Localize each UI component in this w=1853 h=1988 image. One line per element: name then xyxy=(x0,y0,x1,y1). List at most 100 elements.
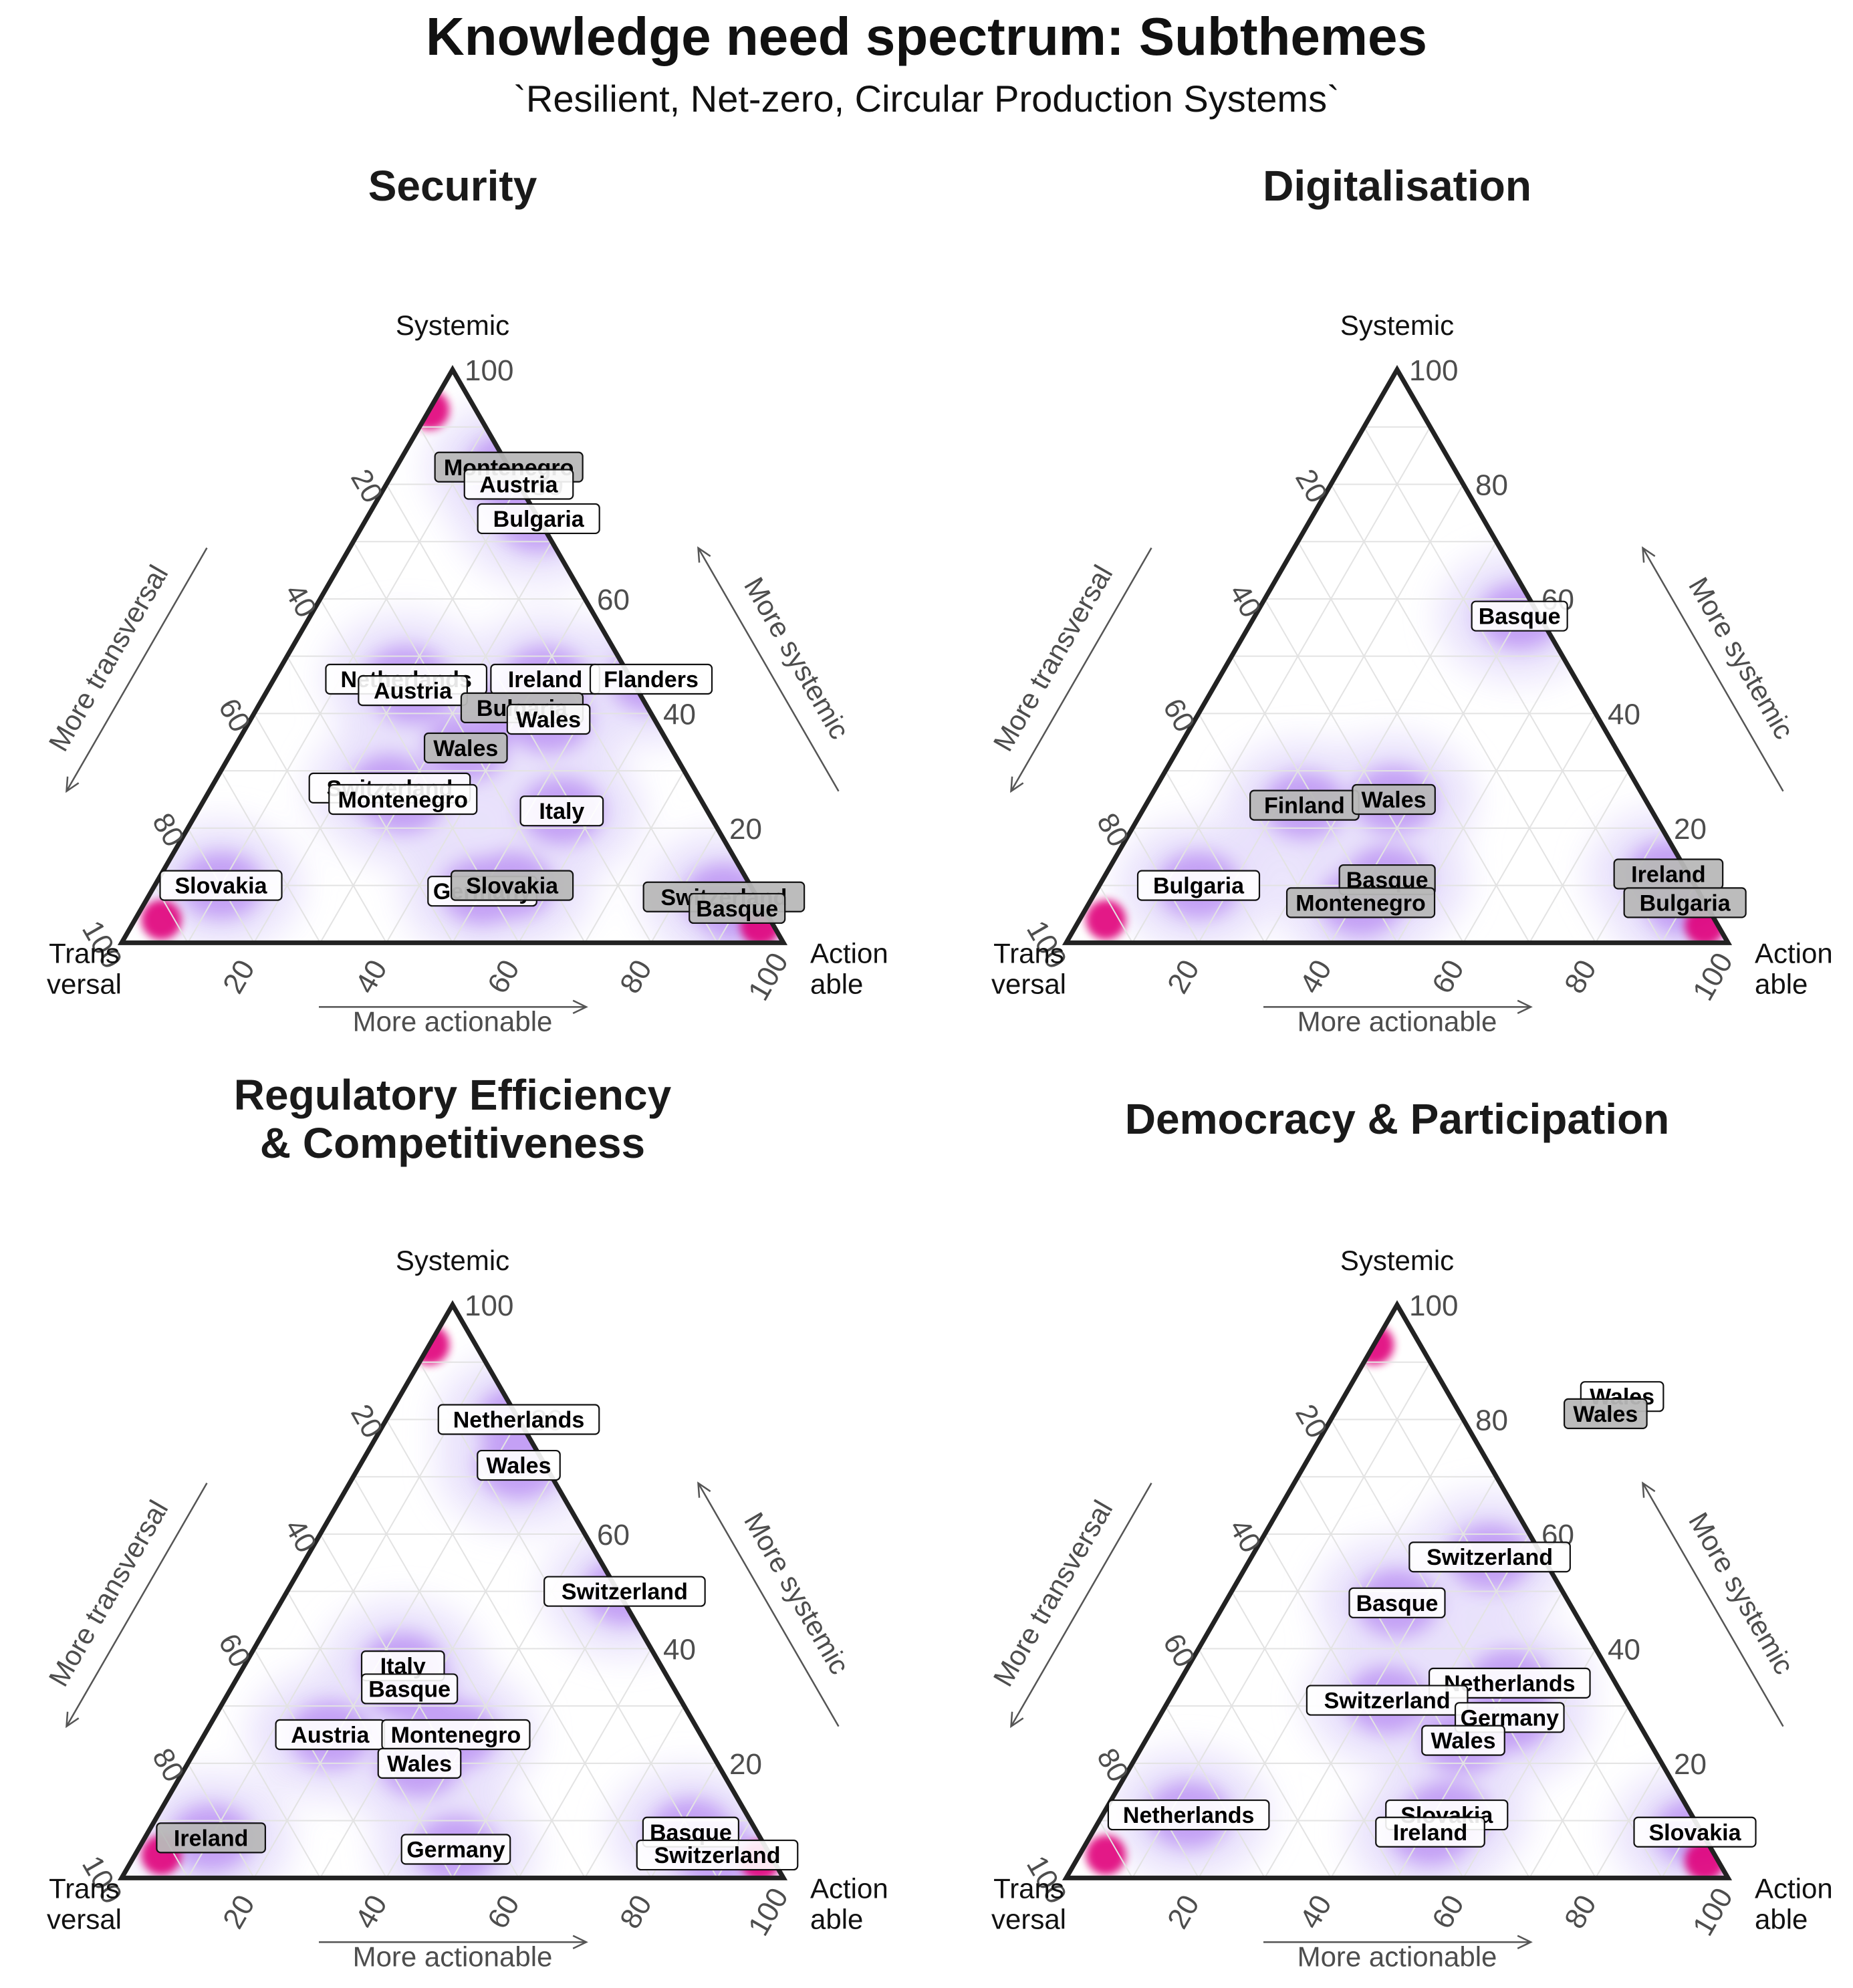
tick-bottom: 80 xyxy=(1558,955,1603,999)
grid-line xyxy=(1164,1705,1265,1878)
arrow-label-actionable: More actionable xyxy=(1298,1941,1497,1972)
grid-line xyxy=(253,713,387,943)
density-hotspot xyxy=(1086,1835,1126,1876)
point-label-wales: Wales xyxy=(377,1747,462,1779)
tick-bottom: 80 xyxy=(1558,1890,1603,1935)
point-label-box xyxy=(543,1576,706,1607)
grid-line xyxy=(187,1763,255,1878)
point-label-box xyxy=(361,1673,459,1705)
point-label-text: Ireland xyxy=(174,1826,248,1851)
vertex-label-top: Systemic xyxy=(1340,1245,1454,1276)
vertex-label-left: Trans xyxy=(993,937,1064,969)
density-hotspot xyxy=(141,900,182,941)
tick-left: 60 xyxy=(212,1628,257,1673)
point-label-basque: Basque xyxy=(689,892,786,924)
arrow-transversal xyxy=(66,547,208,792)
point-labels: MontenegroAustriaBulgariaNetherlandsAust… xyxy=(159,451,806,924)
arrow-actionable-head xyxy=(572,1935,588,1950)
grid-line xyxy=(1098,1820,1133,1878)
arrow-label-transversal: More transversal xyxy=(987,560,1118,756)
point-label-text: Austria xyxy=(374,678,453,704)
point-label-ireland: Ireland xyxy=(490,663,600,695)
tick-left: 60 xyxy=(212,693,257,738)
point-label-netherlands: Netherlands xyxy=(1107,1799,1270,1831)
arrow-actionable-head xyxy=(1517,1935,1533,1950)
point-label-germany: Germany xyxy=(400,1834,511,1865)
point-label-slovakia: Slovakia xyxy=(159,870,283,901)
ternary-panel-4: Democracy & Participation 20 20 20 40 40 40 60 6… xyxy=(987,1095,1832,1972)
grid-line xyxy=(1363,1362,1662,1878)
panel-title: Regulatory Efficiency xyxy=(234,1071,672,1119)
tick-bottom: 80 xyxy=(614,1890,658,1935)
grid-line xyxy=(320,1533,519,1878)
grid-line xyxy=(1164,770,1265,943)
tick-left: 20 xyxy=(1289,1399,1334,1444)
point-label-text: Wales xyxy=(387,1751,452,1777)
axis-arrows xyxy=(1010,546,1784,1015)
point-label-text: Wales xyxy=(1431,1729,1495,1754)
point-label-text: Austria xyxy=(291,1723,370,1748)
point-label-basque: Basque xyxy=(361,1673,459,1705)
vertex-label-left: versal xyxy=(991,968,1066,999)
panel-title: & Competitiveness xyxy=(260,1119,645,1167)
grid-line xyxy=(352,1476,586,1878)
arrow-actionable-head xyxy=(1517,999,1533,1015)
arrow-systemic xyxy=(1642,547,1784,792)
vertex-label-left: Trans xyxy=(49,1872,120,1904)
tick-right: 60 xyxy=(597,1519,630,1551)
point-label-ireland: Ireland xyxy=(156,1822,266,1854)
tick-right: 60 xyxy=(597,584,630,616)
point-label-text: Basque xyxy=(696,896,778,922)
grid-line xyxy=(584,770,685,943)
point-label-austria: Austria xyxy=(275,1719,386,1751)
tick-right: 20 xyxy=(729,1748,762,1781)
arrow-systemic-head xyxy=(1642,546,1656,563)
tick-left: 40 xyxy=(1223,1513,1267,1558)
tick-left: 40 xyxy=(1223,578,1267,623)
vertex-label-right: Action xyxy=(810,1872,888,1904)
point-label-text: Ireland xyxy=(1631,862,1705,887)
point-label-box xyxy=(1375,1816,1485,1848)
arrow-systemic xyxy=(697,547,840,792)
point-label-box xyxy=(506,703,591,735)
arrow-label-transversal: More transversal xyxy=(987,1495,1118,1691)
tick-bottom: 40 xyxy=(349,1890,394,1935)
tick-bottom: 40 xyxy=(1293,1890,1338,1935)
point-label-box xyxy=(477,503,600,535)
figure-title: Knowledge need spectrum: Subthemes xyxy=(426,7,1427,66)
point-label-text: Netherlands xyxy=(453,1407,585,1433)
point-label-box xyxy=(1633,1816,1757,1848)
arrow-systemic xyxy=(697,1483,840,1727)
vertex-label-right: Action xyxy=(1755,1872,1833,1904)
point-label-box xyxy=(477,1449,561,1481)
grid-line xyxy=(1330,483,1596,943)
tick-left: 40 xyxy=(278,1513,323,1558)
figure-subtitle: `Resilient, Net-zero, Circular Productio… xyxy=(513,78,1339,120)
point-label-basque: Basque xyxy=(1471,600,1568,632)
grid-line xyxy=(1132,1362,1431,1878)
point-label-text: Netherlands xyxy=(1123,1803,1255,1828)
point-label-austria: Austria xyxy=(358,675,468,707)
grid-line xyxy=(1198,1648,1332,1878)
point-label-finland: Finland xyxy=(1249,789,1360,821)
grid-line xyxy=(1330,1418,1596,1878)
point-label-text: Austria xyxy=(479,472,558,497)
panel-title: Democracy & Participation xyxy=(1125,1095,1670,1143)
vertex-label-right: Action xyxy=(810,937,888,969)
point-label-bulgaria: Bulgaria xyxy=(477,503,600,535)
point-label-box xyxy=(1471,600,1568,632)
arrow-label-actionable: More actionable xyxy=(353,1941,553,1972)
point-label-box xyxy=(1285,887,1436,918)
grid-line xyxy=(418,1362,718,1878)
point-label-wales: Wales xyxy=(1352,783,1436,816)
tick-right: 40 xyxy=(1608,698,1640,731)
tick-right: 80 xyxy=(1475,1404,1508,1437)
grid-line xyxy=(386,1418,652,1878)
arrow-transversal xyxy=(1010,547,1152,792)
vertex-label-left: versal xyxy=(47,968,122,999)
point-label-box xyxy=(156,1822,266,1854)
arrow-transversal-head xyxy=(66,1711,80,1729)
tick-bottom: 60 xyxy=(481,1890,526,1935)
tick-left: 40 xyxy=(278,578,323,623)
point-label-wales: Wales xyxy=(506,703,591,735)
